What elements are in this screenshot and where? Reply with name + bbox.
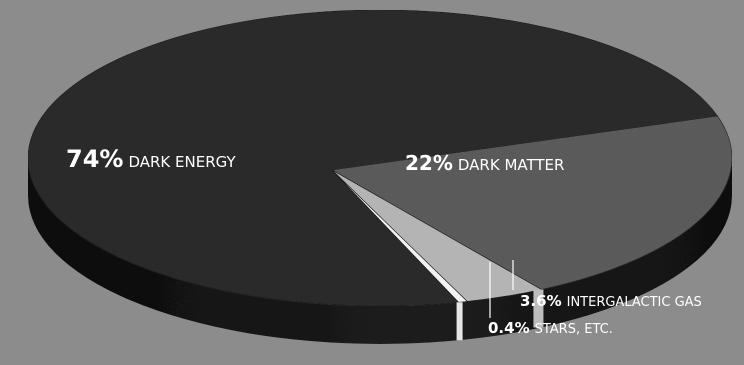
label-intergalactic-gas: 3.6% INTERGALACTIC GAS [520, 292, 702, 310]
label-dark-matter: 22% DARK MATTER [405, 151, 564, 175]
gas-slice-edge [533, 289, 544, 328]
slice-dark-energy [27, 9, 719, 307]
pie-rim [28, 158, 732, 344]
pie-body [27, 9, 733, 344]
label-name: INTERGALACTIC GAS [567, 295, 702, 310]
slice-dark-matter [331, 115, 733, 290]
label-name: DARK ENERGY [128, 153, 236, 171]
label-percent: 74% [66, 145, 123, 173]
label-percent: 3.6% [520, 292, 562, 310]
label-percent: 0.4% [488, 319, 530, 337]
stars-slice-edge [456, 302, 463, 341]
label-stars: 0.4% STARS, ETC. [488, 319, 613, 337]
label-dark-energy: 74% DARK ENERGY [66, 145, 237, 173]
label-name: STARS, ETC. [535, 322, 613, 337]
label-name: DARK MATTER [458, 156, 565, 174]
slice-labels: 74% DARK ENERGY 22% DARK MATTER 3.6% INTERGAL… [66, 145, 702, 337]
label-percent: 22% [405, 151, 453, 175]
